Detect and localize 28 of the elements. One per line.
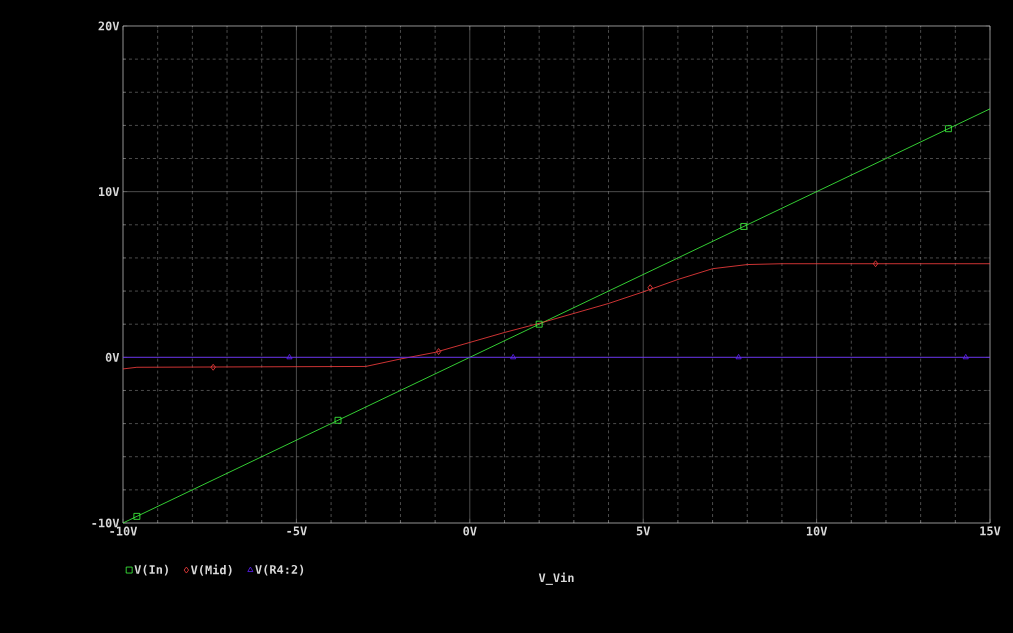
- y-tick-label: 20V: [98, 21, 120, 31]
- point: [735, 353, 742, 360]
- point: [510, 353, 517, 360]
- point: [647, 284, 653, 292]
- line-series: [122, 263, 991, 370]
- point: [286, 353, 293, 360]
- x-axis-title: V_Vin: [538, 572, 574, 585]
- point: [435, 348, 442, 355]
- x-tick-label: -5V: [287, 526, 307, 536]
- x-tick-label: 5V: [636, 526, 651, 536]
- x-tick-label: 15V: [980, 526, 1001, 536]
- x-tick-label: -10V: [110, 526, 138, 536]
- point: [945, 125, 952, 133]
- legend-label: V(R4:2): [255, 564, 304, 576]
- legend-label: V(Mid): [190, 564, 232, 576]
- legend-label: V(In): [134, 564, 168, 576]
- point: [962, 353, 969, 360]
- y-tick-label: -10V: [92, 518, 120, 528]
- y-tick-label: 0V: [105, 352, 120, 362]
- point: [210, 363, 216, 371]
- point: [133, 512, 141, 520]
- y-tick-label: 10V: [98, 187, 120, 197]
- x-tick-label: 0V: [463, 526, 477, 536]
- point: [872, 260, 879, 268]
- x-tick-label: 10V: [806, 526, 828, 536]
- point: [535, 320, 543, 328]
- point: [334, 416, 342, 424]
- point: [740, 223, 748, 230]
